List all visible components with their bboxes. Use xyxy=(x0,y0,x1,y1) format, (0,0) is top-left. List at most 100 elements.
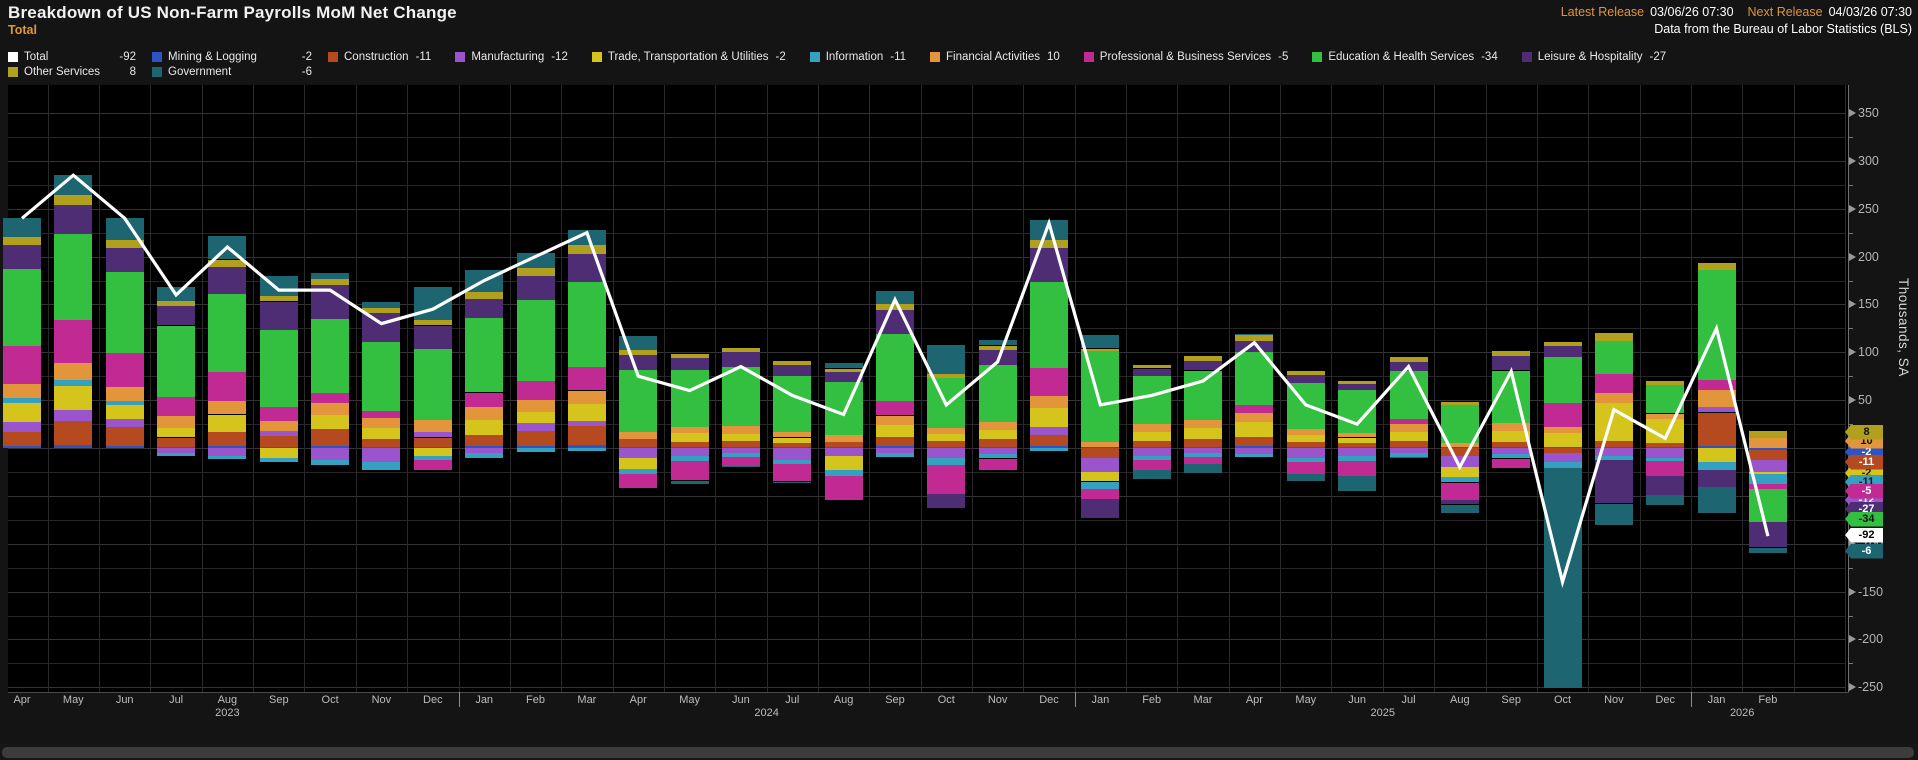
bar-segment xyxy=(567,282,606,367)
bar-segment xyxy=(824,362,863,369)
legend-item[interactable]: Leisure & Hospitality -27 xyxy=(1521,51,1667,63)
y-tick-arrow xyxy=(1849,587,1856,596)
horizontal-scrollbar-thumb[interactable] xyxy=(2,747,1914,758)
x-month-label: Jul xyxy=(785,694,800,706)
gridline-h xyxy=(8,256,1845,258)
bar-segment xyxy=(465,406,504,421)
legend-swatch xyxy=(152,52,162,62)
bar-segment xyxy=(927,374,966,379)
x-month-label: Dec xyxy=(1655,694,1675,706)
bar-segment xyxy=(978,439,1017,448)
x-month-label: Oct xyxy=(1553,694,1572,706)
bar-segment xyxy=(1030,396,1068,408)
legend-swatch xyxy=(1312,52,1323,62)
legend-value: -6 xyxy=(301,66,312,78)
legend-item[interactable]: Trade, Transportation & Utilities -2 xyxy=(591,51,786,63)
bar-segment xyxy=(516,381,555,401)
x-year-divider xyxy=(458,692,460,707)
bar-segment xyxy=(1338,461,1377,476)
y-tick-label: 150 xyxy=(1858,297,1879,312)
x-month-label: Jul xyxy=(169,694,184,706)
legend-row: Total -92 Mining & Logging -2 Construction -1… xyxy=(8,50,1690,64)
axis-value-tag: -11 xyxy=(1845,454,1883,470)
bar-segment xyxy=(1440,443,1479,447)
bar-segment xyxy=(465,317,504,393)
bar-segment xyxy=(311,278,350,286)
legend-label: Leisure & Hospitality xyxy=(1537,51,1643,63)
legend-item[interactable]: Other Services 8 xyxy=(8,66,136,78)
legend-item[interactable]: Government -6 xyxy=(152,66,312,78)
bar-segment xyxy=(465,434,504,447)
legend-label: Government xyxy=(168,66,232,78)
legend-item[interactable]: Mining & Logging -2 xyxy=(152,51,312,63)
legend-swatch xyxy=(809,52,820,62)
bar-segment xyxy=(3,431,41,447)
gridline-h xyxy=(8,687,1845,689)
page-title: Breakdown of US Non-Farm Payrolls MoM Ne… xyxy=(8,3,457,22)
legend-value: -27 xyxy=(1649,51,1667,63)
bar-segment xyxy=(1748,438,1787,448)
legend-item[interactable]: Manufacturing -12 xyxy=(455,51,568,63)
bar-segment xyxy=(876,401,914,416)
x-month-label: May xyxy=(1295,694,1317,706)
bar-segment xyxy=(1492,370,1531,424)
bar-segment xyxy=(1338,475,1377,492)
bar-segment xyxy=(105,401,144,405)
bar-segment xyxy=(1492,442,1531,448)
legend-item[interactable]: Professional & Business Services -5 xyxy=(1083,51,1288,63)
legend-item[interactable]: Total -92 xyxy=(8,51,136,63)
bar-segment xyxy=(516,423,555,431)
x-month-label: Feb xyxy=(1758,694,1778,706)
x-month-label: Jul xyxy=(1401,694,1416,706)
bar-segment xyxy=(978,458,1017,470)
legend-item[interactable]: Construction -11 xyxy=(328,51,431,63)
legend-swatch xyxy=(1083,52,1094,62)
x-month-label: Apr xyxy=(629,694,647,706)
bar-segment xyxy=(362,418,401,428)
bar-segment xyxy=(105,386,144,402)
bar-segment xyxy=(157,437,196,448)
bar-segment xyxy=(619,336,658,351)
legend-item[interactable]: Information -11 xyxy=(809,51,906,63)
bar-segment xyxy=(413,420,452,432)
bar-segment xyxy=(259,330,298,407)
gridline-v xyxy=(253,85,255,692)
y-tick-minor xyxy=(1848,663,1853,665)
y-tick-minor xyxy=(1848,328,1853,330)
legend-item[interactable]: Education & Health Services -34 xyxy=(1312,51,1498,63)
axis-value-tag: -5 xyxy=(1845,483,1883,499)
bar-segment xyxy=(721,466,760,468)
bar-segment xyxy=(1440,467,1479,477)
gridline-v xyxy=(201,85,203,692)
y-tick-label: -200 xyxy=(1858,632,1884,647)
gridline-h xyxy=(8,184,1845,186)
bar-segment xyxy=(465,298,504,318)
bar-segment xyxy=(824,368,863,373)
x-month-label: Apr xyxy=(13,694,31,706)
x-month-label: Nov xyxy=(987,694,1008,706)
bar-segment xyxy=(1030,220,1068,241)
x-month-label: Jun xyxy=(115,694,134,706)
bar-segment xyxy=(1440,402,1479,405)
bar-segment xyxy=(1184,360,1222,371)
x-month-label: Aug xyxy=(1450,694,1470,706)
bar-segment xyxy=(1184,439,1222,448)
bar-segment xyxy=(1594,340,1633,375)
bar-segment xyxy=(567,229,606,246)
bar-segment xyxy=(1492,356,1531,371)
gridline-v xyxy=(561,85,563,692)
bar-segment xyxy=(1235,436,1274,447)
legend-swatch xyxy=(930,52,941,62)
bar-segment xyxy=(1235,422,1274,437)
bar-segment xyxy=(54,319,93,363)
bar-segment xyxy=(927,465,966,494)
bar-segment xyxy=(362,341,401,411)
bar-segment xyxy=(670,354,709,358)
bar-segment xyxy=(3,237,41,246)
bar-segment xyxy=(54,233,93,320)
gridline-h xyxy=(8,615,1845,617)
legend-item[interactable]: Financial Activities 10 xyxy=(930,51,1060,63)
bar-segment xyxy=(1543,357,1582,403)
bar-segment xyxy=(105,446,144,448)
gridline-v xyxy=(612,85,614,692)
